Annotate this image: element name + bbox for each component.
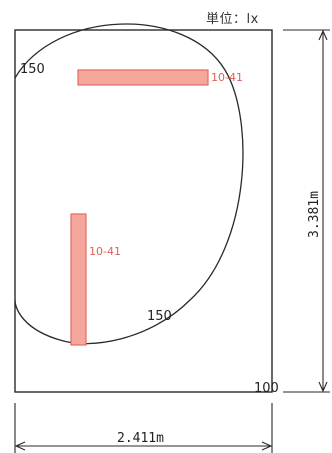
width-dimension [14,403,273,453]
fixture-horizontal [77,69,209,86]
contour-label-inner: 150 [147,309,172,324]
room-outline [14,29,273,393]
fixture-label-vertical: 10-41 [89,245,121,258]
height-dimension [283,29,330,393]
width-dimension-label: 2.411m [117,431,164,446]
height-dimension-label: 3.381m [307,191,322,238]
illuminance-contour [14,23,244,345]
unit-label: 単位：lx [206,12,259,27]
fixture-vertical [70,213,87,346]
fixture-label-horizontal: 10-41 [211,71,243,84]
contour-label-corner: 100 [254,381,279,396]
contour-label-outer: 150 [20,62,45,77]
